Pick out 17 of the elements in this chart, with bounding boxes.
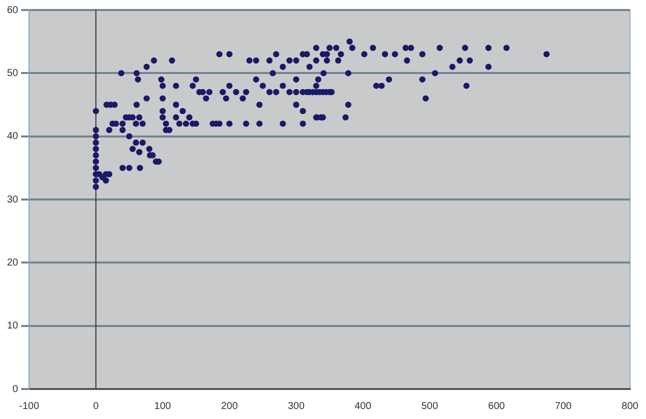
y-tick-label: 40 <box>7 131 19 142</box>
y-tick-label: 30 <box>7 194 19 206</box>
y-tick-label: 0 <box>12 384 19 395</box>
x-tick-label: 0 <box>93 400 100 412</box>
y-tick-label: 60 <box>7 4 19 16</box>
x-tick-label: 500 <box>421 400 438 412</box>
x-tick-label: 200 <box>221 400 238 412</box>
x-tick-label: 300 <box>288 400 305 412</box>
x-tick-label: 400 <box>354 400 372 412</box>
x-tick-label: 700 <box>554 400 572 412</box>
x-tick-label: -100 <box>19 400 40 412</box>
y-tick-label: 50 <box>7 68 19 79</box>
y-tick-label: 20 <box>7 257 19 268</box>
y-tick-label: 10 <box>7 320 19 332</box>
x-tick-label: 600 <box>488 400 506 412</box>
x-tick-label: 800 <box>622 400 639 412</box>
x-tick-label: 100 <box>154 400 172 412</box>
